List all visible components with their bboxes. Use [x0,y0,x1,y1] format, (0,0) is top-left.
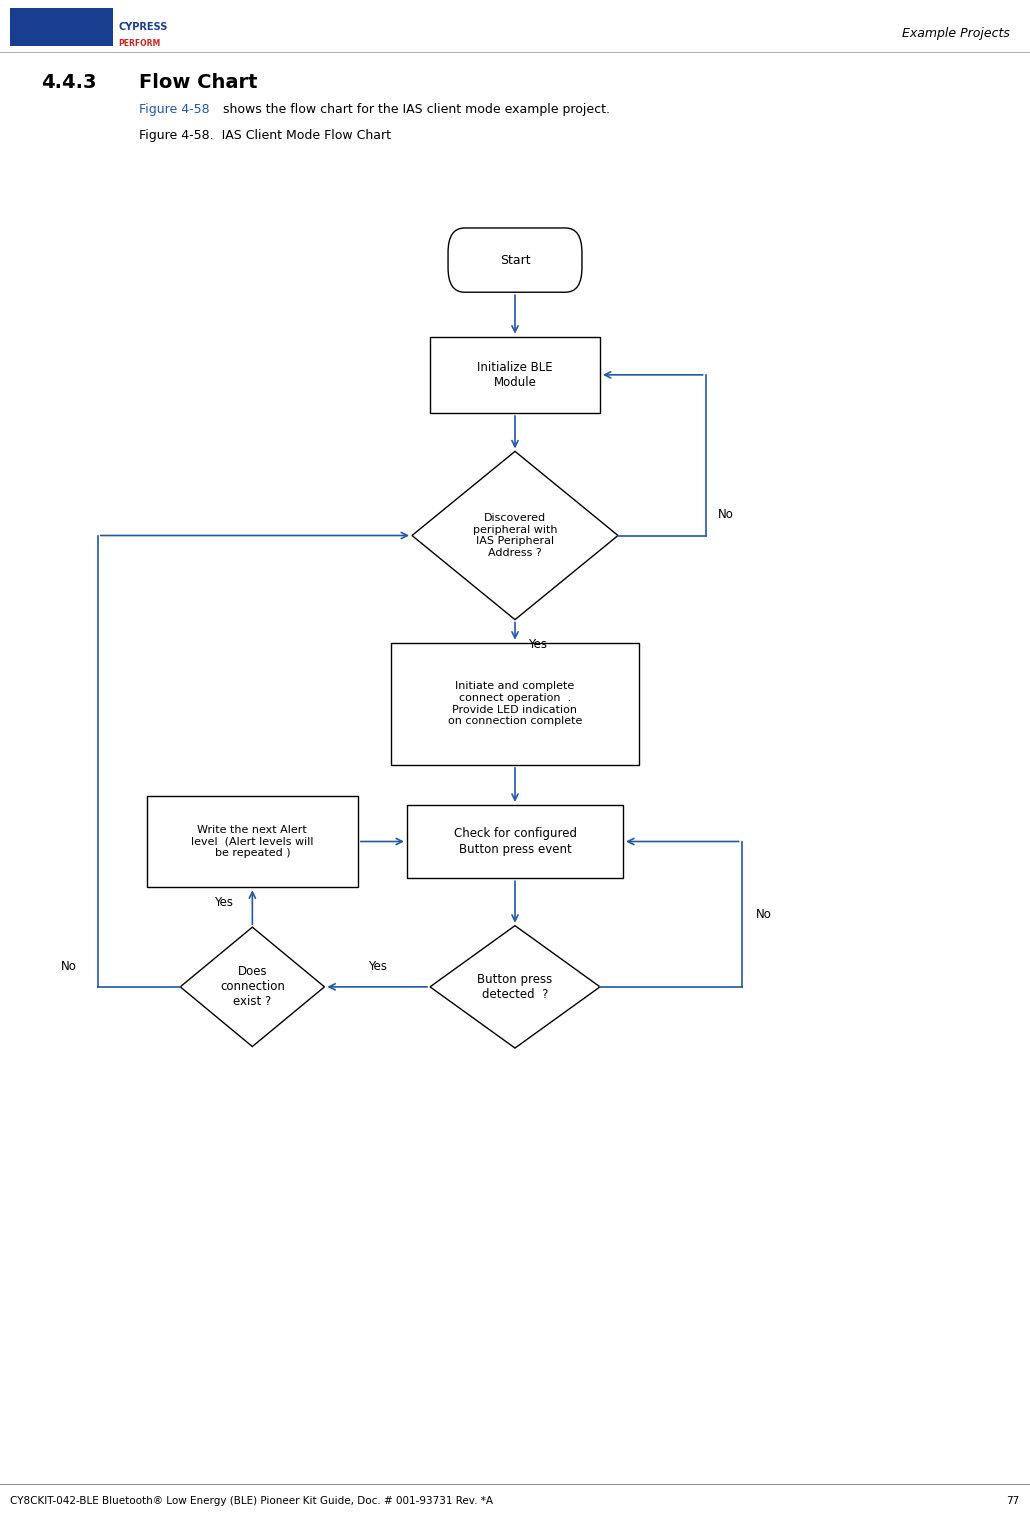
Text: Yes: Yes [214,897,233,909]
Text: 4.4.3: 4.4.3 [41,73,97,92]
Bar [431,337,599,413]
Text: shows the flow chart for the IAS client mode example project.: shows the flow chart for the IAS client … [219,103,611,115]
Text: PERFORM: PERFORM [118,40,161,47]
FancyBboxPatch shape [448,228,582,292]
Text: Figure 4-58: Figure 4-58 [139,103,210,115]
Polygon shape [431,926,599,1048]
Bar [146,796,358,887]
Text: Start: Start [500,254,530,266]
Text: CY8CKIT-042-BLE Bluetooth® Low Energy (BLE) Pioneer Kit Guide, Doc. # 001-93731 : CY8CKIT-042-BLE Bluetooth® Low Energy (B… [10,1496,493,1507]
Bar [10,8,113,46]
Polygon shape [180,927,324,1047]
Text: Button press
detected  ?: Button press detected ? [477,973,553,1001]
Text: Example Projects: Example Projects [901,28,1009,40]
Text: Yes: Yes [368,961,386,973]
Text: Initialize BLE
Module: Initialize BLE Module [477,361,553,389]
Text: No: No [756,907,772,921]
Text: Figure 4-58.  IAS Client Mode Flow Chart: Figure 4-58. IAS Client Mode Flow Chart [139,129,391,141]
Polygon shape [412,451,618,620]
Text: Flow Chart: Flow Chart [139,73,258,92]
Text: No: No [718,508,734,520]
Text: No: No [61,961,77,973]
Text: Write the next Alert
level  (Alert levels will
be repeated ): Write the next Alert level (Alert levels… [192,825,313,858]
Text: CYPRESS: CYPRESS [118,21,168,32]
Bar [407,805,623,878]
Text: Check for configured
Button press event: Check for configured Button press event [453,828,577,855]
Text: Discovered
peripheral with
IAS Peripheral
Address ?: Discovered peripheral with IAS Periphera… [473,513,557,558]
Text: 77: 77 [1006,1496,1020,1507]
Text: Does
connection
exist ?: Does connection exist ? [220,965,284,1008]
Text: Initiate and complete
connect operation  .
Provide LED indication
on connection : Initiate and complete connect operation … [448,681,582,727]
Text: Yes: Yes [528,638,547,650]
Bar [391,643,639,765]
